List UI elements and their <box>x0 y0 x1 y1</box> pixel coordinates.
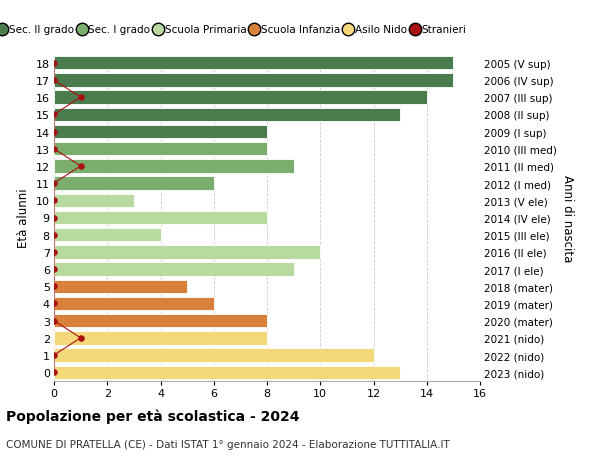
Point <box>76 163 85 170</box>
Bar <box>54 297 214 310</box>
Bar <box>54 211 267 225</box>
Point <box>49 129 59 136</box>
Point <box>49 214 59 222</box>
Bar <box>54 331 267 345</box>
Point <box>49 352 59 359</box>
Point <box>76 335 85 342</box>
Y-axis label: Anni di nascita: Anni di nascita <box>561 174 574 262</box>
Bar <box>54 126 267 139</box>
Point <box>49 112 59 119</box>
Bar <box>54 57 454 70</box>
Point <box>49 60 59 67</box>
Bar <box>54 74 454 88</box>
Point <box>76 94 85 101</box>
Bar <box>54 194 134 207</box>
Y-axis label: Età alunni: Età alunni <box>17 188 30 248</box>
Point <box>49 77 59 84</box>
Bar <box>54 91 427 105</box>
Point <box>49 266 59 273</box>
Text: COMUNE DI PRATELLA (CE) - Dati ISTAT 1° gennaio 2024 - Elaborazione TUTTITALIA.I: COMUNE DI PRATELLA (CE) - Dati ISTAT 1° … <box>6 440 450 449</box>
Bar <box>54 366 400 379</box>
Bar <box>54 160 293 173</box>
Point <box>49 300 59 308</box>
Bar <box>54 263 293 276</box>
Bar <box>54 229 161 242</box>
Point <box>49 197 59 205</box>
Point <box>49 249 59 256</box>
Point <box>49 180 59 187</box>
Point <box>49 369 59 376</box>
Point <box>49 146 59 153</box>
Bar <box>54 108 400 122</box>
Bar <box>54 314 267 328</box>
Bar <box>54 280 187 293</box>
Bar <box>54 143 267 156</box>
Bar <box>54 348 373 362</box>
Bar <box>54 177 214 190</box>
Text: Popolazione per età scolastica - 2024: Popolazione per età scolastica - 2024 <box>6 409 299 423</box>
Legend: Sec. II grado, Sec. I grado, Scuola Primaria, Scuola Infanzia, Asilo Nido, Stran: Sec. II grado, Sec. I grado, Scuola Prim… <box>0 21 470 39</box>
Bar <box>54 246 320 259</box>
Point <box>49 283 59 290</box>
Point <box>49 317 59 325</box>
Point <box>49 231 59 239</box>
